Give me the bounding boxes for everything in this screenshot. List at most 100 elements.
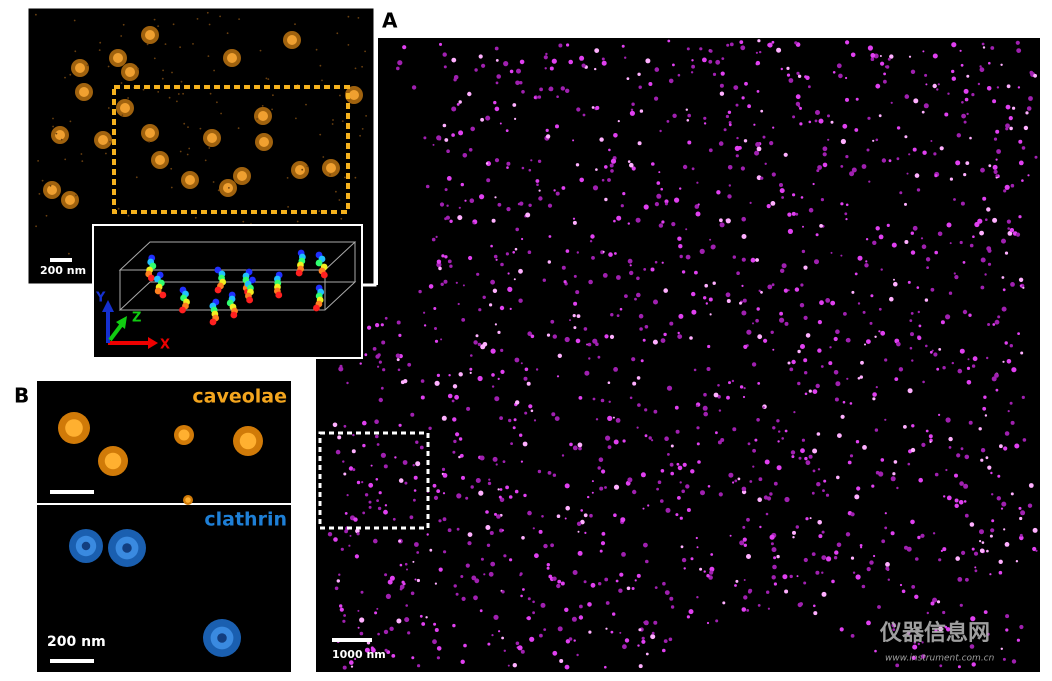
spot: [825, 493, 830, 497]
spot: [360, 590, 364, 594]
spot: [384, 316, 388, 320]
spot: [546, 566, 550, 570]
spot: [357, 609, 360, 612]
spot: [827, 138, 830, 141]
spot: [208, 147, 211, 149]
spot: [377, 365, 380, 368]
spot: [565, 249, 570, 253]
spot: [613, 484, 620, 490]
spot: [735, 579, 739, 583]
spot: [619, 307, 623, 311]
spot: [636, 276, 640, 281]
spot: [715, 431, 718, 435]
spot: [870, 57, 875, 61]
spot: [571, 616, 577, 622]
spot: [945, 417, 951, 423]
spot: [804, 392, 808, 396]
spot: [772, 348, 775, 351]
spot: [670, 605, 675, 609]
spot: [992, 99, 997, 104]
spot: [691, 59, 694, 62]
spot: [796, 575, 799, 578]
spot: [1026, 106, 1032, 111]
spot: [614, 252, 617, 255]
spot: [503, 649, 506, 652]
spot: [771, 172, 776, 177]
spot: [217, 633, 227, 643]
spot: [209, 92, 212, 95]
spot: [1035, 549, 1038, 552]
spot: [604, 165, 608, 169]
spot: [942, 547, 947, 552]
spot: [650, 634, 656, 640]
spot: [821, 591, 827, 597]
spot: [969, 243, 974, 248]
spot: [271, 108, 273, 111]
spot: [712, 72, 717, 76]
spot: [213, 69, 216, 72]
spot: [818, 534, 823, 539]
spot: [893, 460, 898, 464]
spot: [635, 217, 641, 223]
channel-label: clathrin: [204, 509, 287, 531]
spot: [565, 88, 570, 94]
spot: [669, 596, 674, 601]
spot: [754, 438, 758, 442]
spot: [412, 560, 415, 563]
spot: [1003, 446, 1008, 451]
spot: [485, 510, 489, 514]
spot: [696, 596, 699, 599]
spot: [957, 368, 963, 374]
spot: [800, 283, 804, 287]
spot: [487, 642, 491, 646]
spot: [677, 496, 681, 500]
spot: [542, 278, 546, 282]
spot: [836, 475, 840, 480]
spot: [526, 381, 531, 386]
spot: [377, 632, 380, 636]
spot: [613, 219, 616, 223]
spot: [470, 126, 476, 132]
spot: [642, 338, 646, 342]
spot: [742, 298, 747, 303]
spot: [423, 324, 427, 327]
spot: [359, 631, 364, 636]
spot: [480, 557, 484, 561]
scale-bar: [332, 638, 372, 642]
spot: [239, 432, 257, 450]
spot: [443, 65, 447, 69]
spot: [833, 336, 838, 342]
spot: [35, 225, 37, 228]
spot: [651, 631, 655, 635]
spot: [849, 454, 854, 458]
spot: [534, 553, 539, 559]
spot: [734, 479, 738, 483]
spot: [908, 55, 912, 58]
spot: [759, 50, 762, 54]
spot: [755, 62, 759, 66]
spot: [922, 150, 927, 155]
spot: [720, 71, 725, 76]
spot: [644, 325, 649, 329]
spot: [1009, 344, 1013, 348]
spot: [788, 78, 794, 83]
spot: [576, 107, 581, 112]
spot: [523, 376, 528, 381]
spot: [711, 244, 716, 249]
spot: [981, 42, 985, 46]
spot: [494, 396, 500, 402]
spot: [443, 550, 447, 554]
spot: [313, 304, 320, 312]
spot: [757, 382, 761, 385]
spot: [980, 285, 985, 290]
spot: [506, 161, 511, 166]
spot: [880, 458, 885, 462]
spot: [911, 359, 914, 362]
spot: [932, 532, 936, 535]
spot: [624, 56, 627, 59]
spot: [420, 379, 425, 383]
spot: [916, 286, 920, 289]
spot: [660, 469, 665, 473]
spot: [612, 612, 616, 616]
spot: [681, 270, 686, 274]
